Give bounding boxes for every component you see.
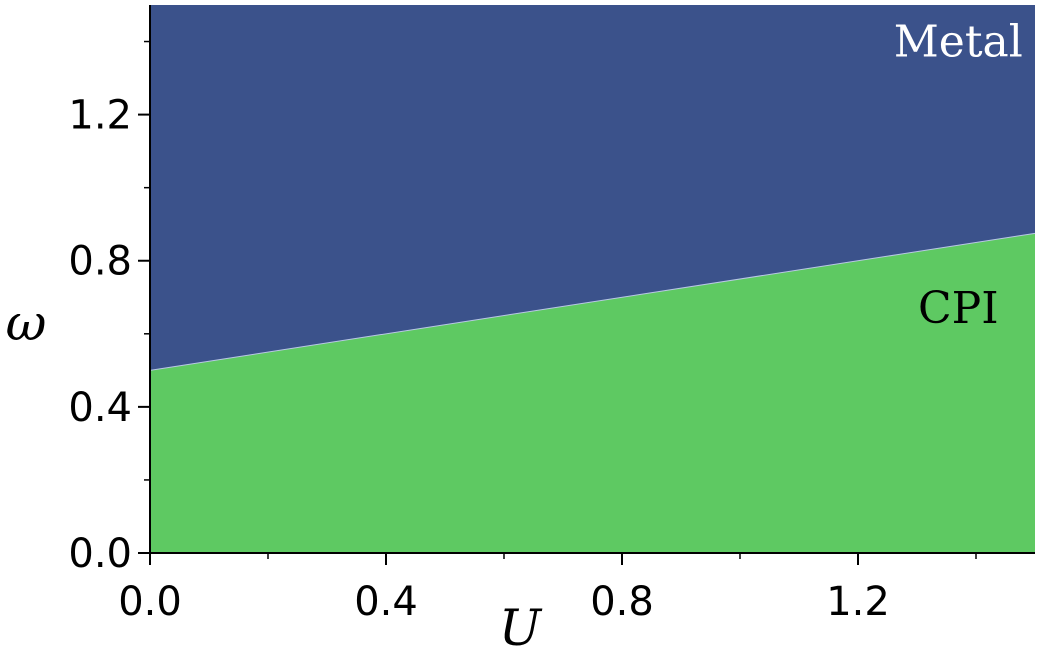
phase-boundary-line (149, 232, 1036, 371)
x-tick-label: 1.2 (826, 579, 890, 625)
region-metal (150, 5, 1035, 371)
y-tick-label: 1.2 (68, 93, 132, 139)
x-tick-label: 0.8 (590, 579, 654, 625)
x-tick-label: 0.4 (354, 579, 418, 625)
y-axis-label: ω (6, 294, 47, 352)
y-tick-label: 0.4 (68, 385, 132, 431)
region-label-cpi: CPI (918, 283, 999, 334)
region-cpi (150, 233, 1035, 554)
y-tick-label: 0.8 (68, 239, 132, 285)
x-axis-label: U (499, 599, 543, 651)
y-tick-label: 0.0 (68, 531, 132, 577)
x-tick-label: 0.0 (118, 579, 182, 625)
plot-area: Metal CPI 0.0 0.4 0.8 1.2 0.0 0.4 0.8 1.2 (68, 5, 1036, 625)
region-label-metal: Metal (894, 17, 1023, 68)
